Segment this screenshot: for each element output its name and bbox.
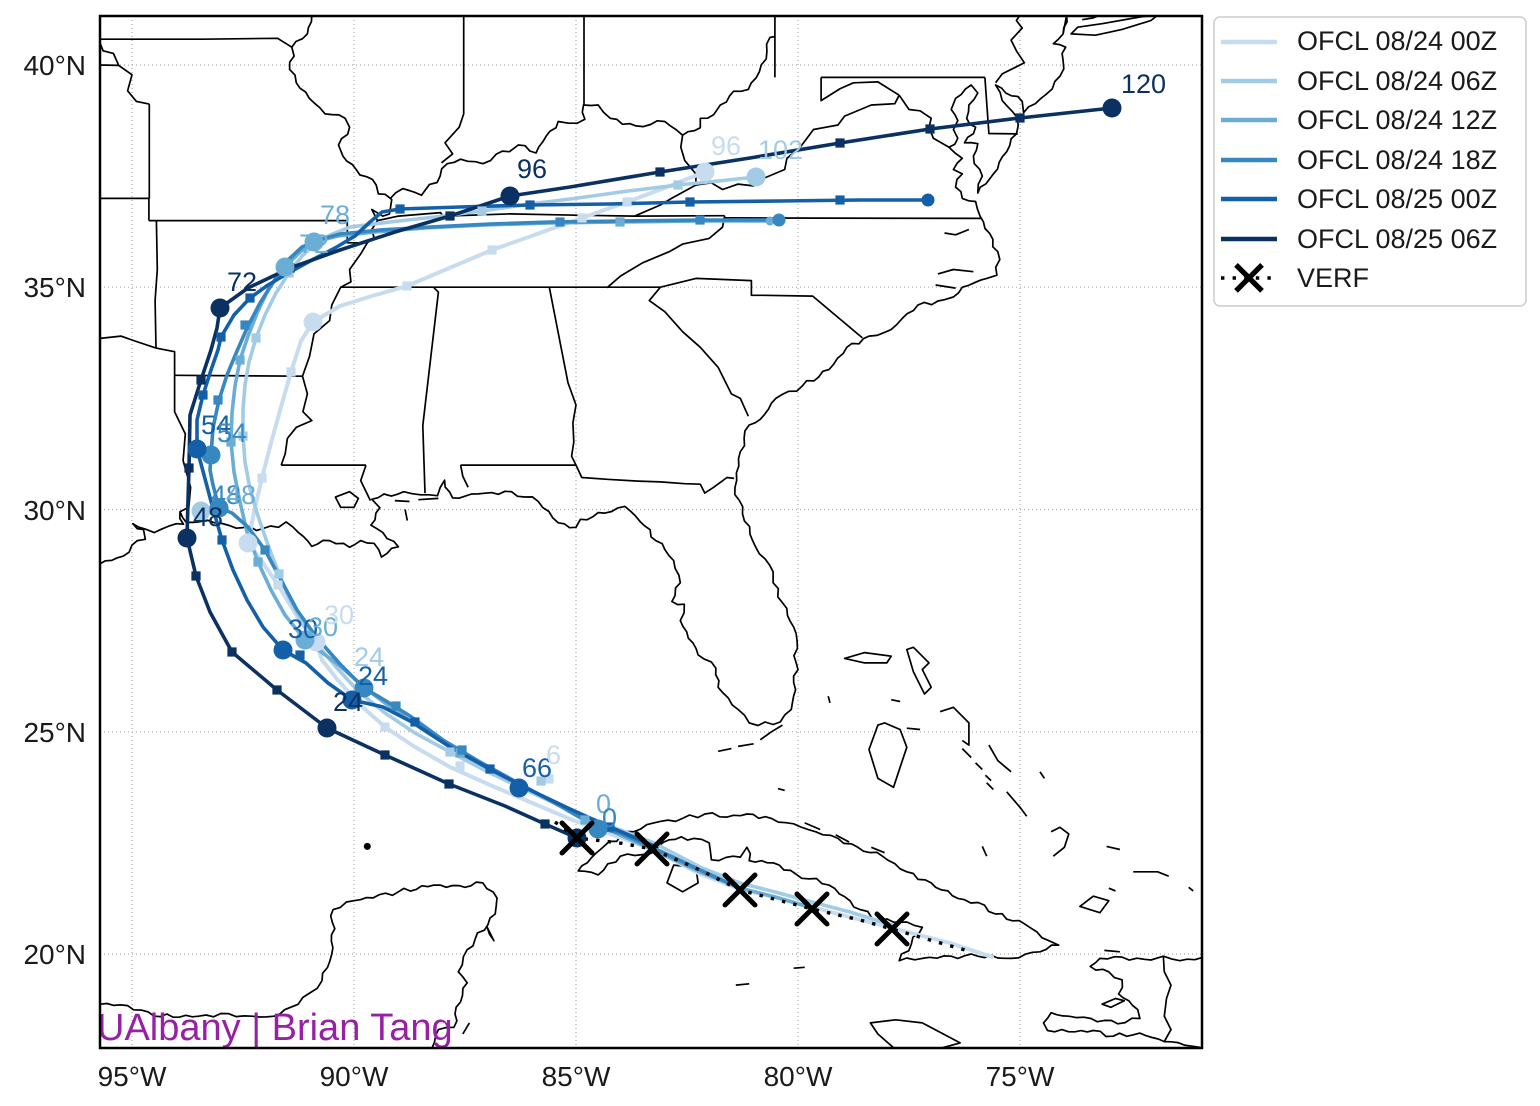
svg-text:48: 48 (193, 502, 223, 532)
svg-text:35°N: 35°N (23, 272, 86, 303)
svg-text:OFCL 08/25 06Z: OFCL 08/25 06Z (1297, 224, 1497, 254)
svg-text:6: 6 (546, 740, 561, 770)
svg-text:24: 24 (354, 642, 384, 672)
svg-text:40°N: 40°N (23, 50, 86, 81)
svg-text:0: 0 (602, 803, 617, 833)
svg-text:20°N: 20°N (23, 939, 86, 970)
svg-text:54: 54 (201, 410, 231, 440)
svg-text:90°W: 90°W (320, 1061, 389, 1092)
svg-text:VERF: VERF (1297, 263, 1369, 293)
svg-text:30°N: 30°N (23, 495, 86, 526)
svg-text:78: 78 (320, 200, 350, 230)
svg-text:0: 0 (596, 789, 611, 819)
svg-text:48: 48 (226, 480, 256, 510)
svg-text:48: 48 (211, 480, 241, 510)
svg-text:95°W: 95°W (98, 1061, 167, 1092)
svg-text:24: 24 (358, 661, 388, 691)
svg-text:120: 120 (1121, 69, 1166, 99)
svg-text:30: 30 (288, 614, 318, 644)
svg-text:102: 102 (758, 135, 803, 165)
svg-text:75°W: 75°W (986, 1061, 1055, 1092)
svg-text:OFCL 08/24 00Z: OFCL 08/24 00Z (1297, 26, 1497, 56)
svg-text:30: 30 (308, 612, 338, 642)
svg-text:OFCL 08/24 18Z: OFCL 08/24 18Z (1297, 145, 1497, 175)
svg-text:24: 24 (333, 687, 363, 717)
svg-text:25°N: 25°N (23, 717, 86, 748)
svg-text:OFCL 08/24 12Z: OFCL 08/24 12Z (1297, 105, 1497, 135)
svg-text:96: 96 (711, 131, 741, 161)
svg-text:OFCL 08/25 00Z: OFCL 08/25 00Z (1297, 184, 1497, 214)
svg-text:30: 30 (324, 600, 354, 630)
svg-text:72: 72 (227, 267, 257, 297)
svg-text:72: 72 (299, 229, 329, 259)
svg-text:85°W: 85°W (542, 1061, 611, 1092)
svg-text:UAlbany | Brian Tang: UAlbany | Brian Tang (97, 1007, 453, 1049)
svg-text:96: 96 (517, 154, 547, 184)
svg-text:80°W: 80°W (764, 1061, 833, 1092)
svg-text:OFCL 08/24 06Z: OFCL 08/24 06Z (1297, 66, 1497, 96)
svg-text:54: 54 (217, 418, 247, 448)
svg-text:66: 66 (522, 753, 552, 783)
